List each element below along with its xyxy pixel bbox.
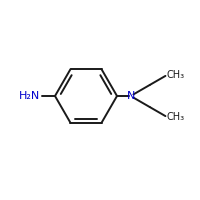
Text: N: N [127, 91, 136, 101]
Text: CH₃: CH₃ [167, 70, 185, 80]
Text: CH₃: CH₃ [167, 112, 185, 122]
Text: H₂N: H₂N [19, 91, 40, 101]
